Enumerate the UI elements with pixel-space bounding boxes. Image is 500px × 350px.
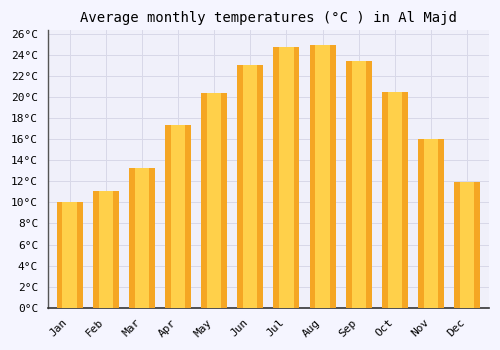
Bar — [280, 47, 293, 308]
Bar — [238, 65, 264, 308]
Title: Average monthly temperatures (°C ) in Al Majd: Average monthly temperatures (°C ) in Al… — [80, 11, 457, 25]
Bar — [316, 45, 330, 308]
Bar — [134, 168, 149, 308]
Bar — [424, 139, 438, 308]
Bar — [310, 45, 336, 308]
Bar — [454, 182, 480, 308]
Bar — [346, 61, 372, 308]
Bar — [201, 93, 227, 308]
Bar — [243, 65, 258, 308]
Bar — [98, 191, 113, 308]
Bar — [165, 125, 191, 308]
Bar — [207, 93, 222, 308]
Bar — [418, 139, 444, 308]
Bar — [92, 191, 118, 308]
Bar — [274, 47, 299, 308]
Bar — [352, 61, 366, 308]
Bar — [460, 182, 474, 308]
Bar — [388, 92, 402, 308]
Bar — [129, 168, 155, 308]
Bar — [56, 202, 82, 308]
Bar — [382, 92, 408, 308]
Bar — [171, 125, 185, 308]
Bar — [62, 202, 76, 308]
